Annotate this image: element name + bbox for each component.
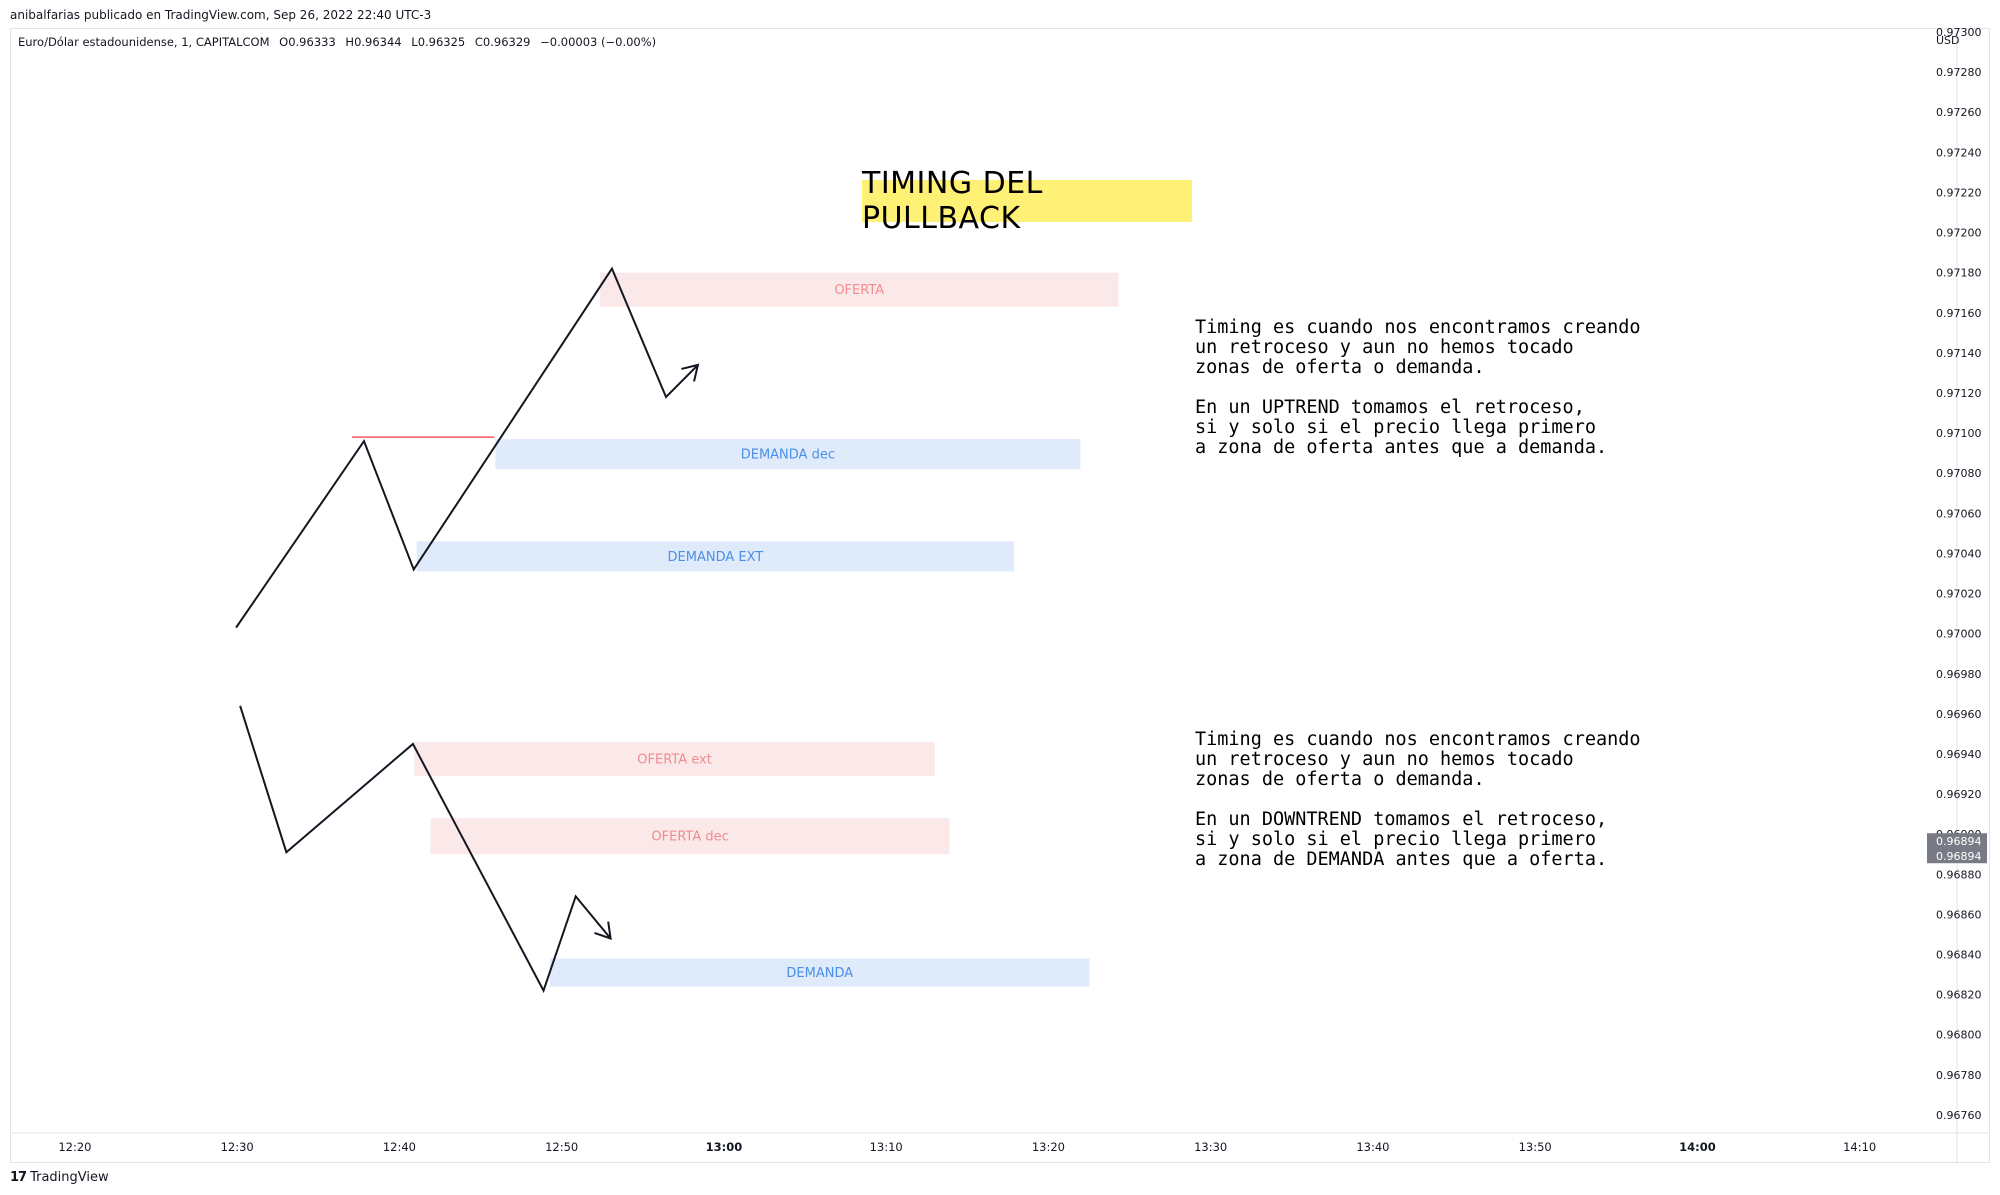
ohlc-change: −0.00003 (−0.00%) (540, 35, 657, 49)
zone-label: DEMANDA (786, 966, 853, 981)
zone-supply (414, 741, 935, 777)
y-tick-label: 0.97280 (1936, 66, 1982, 79)
y-tick-label: 0.97000 (1936, 628, 1982, 641)
x-tick-label: 13:10 (870, 1140, 903, 1154)
trend-path-2 (239, 705, 612, 994)
downtrend-note: Timing es cuando nos encontramos creando… (1195, 729, 1641, 870)
arrow-head-icon (681, 363, 700, 382)
y-tick-label: 0.97140 (1936, 347, 1982, 360)
y-tick-label: 0.97020 (1936, 588, 1982, 601)
zone-label: OFERTA dec (651, 830, 728, 845)
y-tick-label: 0.96780 (1936, 1069, 1982, 1082)
x-tick-label: 12:50 (545, 1140, 578, 1154)
symbol-name[interactable]: Euro/Dólar estadounidense, 1, CAPITALCOM (18, 35, 270, 49)
zone-label: OFERTA (834, 283, 884, 298)
y-tick-label: 0.96800 (1936, 1029, 1982, 1042)
zone-supply (600, 272, 1119, 307)
ohlc-low: L0.96325 (411, 35, 466, 49)
tradingview-logo[interactable]: 17 TradingView (10, 1170, 109, 1185)
x-tick-label: 12:20 (58, 1140, 91, 1154)
zone-supply (430, 818, 950, 855)
y-tick-label: 0.96880 (1936, 868, 1982, 881)
y-tick-label: 0.97220 (1936, 186, 1982, 199)
zone-label: OFERTA ext (637, 752, 712, 767)
symbol-legend: Euro/Dólar estadounidense, 1, CAPITALCOM… (18, 35, 662, 49)
price-badge-label: 0.96894 (1936, 850, 1982, 863)
x-tick-label: 14:00 (1679, 1140, 1716, 1154)
trend-path-1 (235, 266, 699, 629)
x-tick-label: 12:40 (383, 1140, 416, 1154)
ohlc-high: H0.96344 (345, 35, 402, 49)
chart-title: TIMING DEL PULLBACK (862, 166, 1192, 236)
zone-demand (550, 958, 1090, 987)
tv-logo-text: TradingView (30, 1170, 109, 1185)
zone-label: DEMANDA dec (741, 448, 835, 463)
y-tick-label: 0.97160 (1936, 307, 1982, 320)
x-tick-label: 13:30 (1194, 1140, 1227, 1154)
y-tick-label: 0.97100 (1936, 427, 1982, 440)
y-tick-label: 0.96920 (1936, 788, 1982, 801)
x-tick-label: 13:50 (1519, 1140, 1552, 1154)
y-tick-label: 0.97240 (1936, 146, 1982, 159)
price-badge (1927, 833, 1987, 864)
y-tick-label: 0.96940 (1936, 748, 1982, 761)
y-tick-label: 0.97200 (1936, 227, 1982, 240)
y-tick-label: 0.96760 (1936, 1109, 1982, 1122)
y-tick-label: 0.97060 (1936, 507, 1982, 520)
arrow-head-icon (594, 921, 612, 940)
y-tick-label: 0.96960 (1936, 708, 1982, 721)
chart-frame[interactable] (10, 28, 1990, 1163)
y-tick-label: 0.97260 (1936, 106, 1982, 119)
uptrend-note: Timing es cuando nos encontramos creando… (1195, 317, 1641, 458)
x-tick-label: 13:40 (1356, 1140, 1389, 1154)
currency-label: USD (1936, 34, 1960, 47)
tv-logo-icon: 17 (10, 1170, 27, 1185)
publisher-line: anibalfarias publicado en TradingView.co… (10, 8, 432, 22)
y-tick-label: 0.97040 (1936, 547, 1982, 560)
y-tick-label: 0.97120 (1936, 387, 1982, 400)
y-tick-label: 0.97180 (1936, 267, 1982, 280)
zone-demand (495, 439, 1081, 470)
x-tick-label: 12:30 (221, 1140, 254, 1154)
ohlc-open: O0.96333 (279, 35, 336, 49)
y-tick-label: 0.96840 (1936, 949, 1982, 962)
x-tick-label: 13:00 (706, 1140, 743, 1154)
y-tick-label: 0.96860 (1936, 908, 1982, 921)
y-tick-label: 0.97080 (1936, 467, 1982, 480)
x-tick-label: 13:20 (1032, 1140, 1065, 1154)
zone-label: DEMANDA EXT (668, 550, 764, 565)
zone-demand (416, 541, 1015, 572)
ohlc-close: C0.96329 (474, 35, 531, 49)
y-tick-label: 0.96980 (1936, 668, 1982, 681)
price-badge-label: 0.96894 (1936, 835, 1982, 848)
y-tick-label: 0.97300 (1936, 26, 1982, 39)
y-tick-label: 0.96820 (1936, 989, 1982, 1002)
x-tick-label: 14:10 (1843, 1140, 1876, 1154)
